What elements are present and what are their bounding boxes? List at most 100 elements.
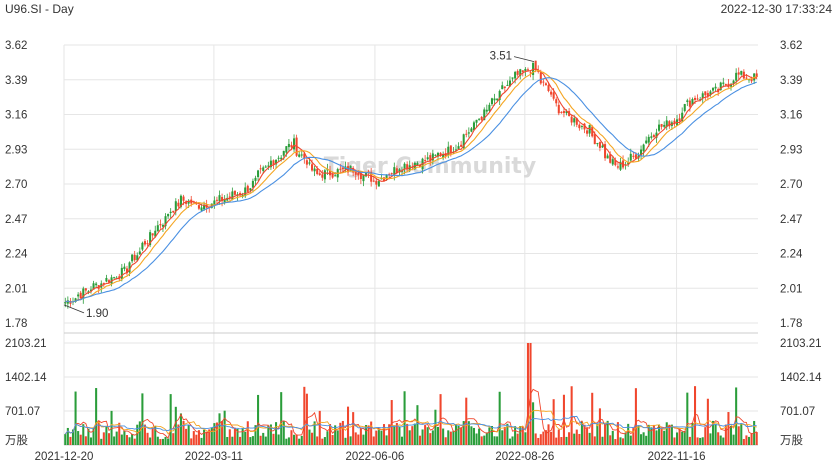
candle-body [277,157,280,159]
candle-body [442,154,445,159]
volume-bar [64,434,67,445]
volume-bar [442,428,445,445]
candle-body [92,283,95,290]
candle-body [555,99,558,104]
volume-tick-right: 701.07 [780,406,815,418]
candle-body [539,72,542,84]
volume-bar [598,408,601,445]
volume-tick-left: 1402.14 [5,372,47,384]
price-ma10-line [65,69,757,303]
candle-body [303,153,306,159]
volume-bar [478,428,481,445]
volume-bar [609,435,612,445]
candle-body [341,167,344,170]
candle-body [519,69,522,76]
candle-body [701,93,704,99]
high-label: 3.51 [490,51,512,63]
volume-bar [411,426,414,445]
price-tick-left: 2.01 [5,283,27,295]
candle-body [521,70,524,73]
volume-bar [542,431,545,445]
volume-bar [426,427,429,445]
volume-bar [640,434,643,445]
volume-bar [583,424,586,445]
volume-bar [431,430,434,445]
candle-body [460,144,463,147]
high-pointer [513,56,535,63]
candle-body [634,154,637,159]
candle-body [82,288,85,299]
volume-bar [611,430,614,445]
candle-body [447,146,450,155]
volume-bar [295,434,298,445]
volume-bar [275,422,278,445]
volume-bar [287,437,290,445]
volume-bar [280,392,283,445]
candle-body [167,213,170,217]
volume-bar [344,437,347,445]
candle-body [190,199,193,204]
candle-body [606,155,609,159]
price-tick-left: 2.47 [5,214,27,226]
volume-bar [89,437,93,445]
volume-bar [488,427,491,445]
candle-body [534,60,537,71]
candle-body [740,70,743,75]
candle-body [66,300,69,304]
candle-body [691,99,694,106]
volume-bar [465,397,468,445]
candle-body [323,170,326,180]
candle-body [580,125,583,127]
volume-bar [398,426,401,445]
candle-body [573,118,576,123]
candle-body [439,152,442,156]
price-ma20-line [65,77,757,303]
candle-body [231,191,234,200]
candle-body [228,196,231,198]
volume-bar [154,425,157,445]
volume-bar [213,423,216,445]
volume-bar [277,434,280,445]
candle-body [272,160,275,165]
volume-bar [722,437,725,445]
volume-bar [149,437,152,445]
volume-bar [503,426,506,445]
candle-body [154,230,157,237]
volume-bar [141,393,144,445]
candle-body [663,124,666,127]
volume-bar [706,398,709,445]
volume-bar [460,427,463,445]
volume-bar [331,435,334,445]
volume-bar [444,437,447,445]
candle-body [182,196,185,201]
candle-body [84,288,87,291]
candle-body [524,68,527,72]
candle-body [668,121,671,127]
volume-bar [156,436,159,445]
volume-bars [64,343,758,445]
price-tick-left: 2.93 [5,144,27,156]
volume-bar [660,427,663,445]
volume-bar [326,431,329,445]
candle-body [735,72,738,81]
candle-body [508,80,511,87]
volume-bar [321,438,324,445]
volume-bar [223,410,226,445]
candle-body [87,291,90,293]
volume-bar [95,388,98,445]
candle-body [89,289,93,291]
volume-bar [429,433,432,445]
candle-body [385,174,388,180]
volume-bar [267,425,270,445]
volume-bar [400,436,404,445]
volume-bar [174,406,177,445]
volume-bar [97,420,100,445]
volume-bar [375,430,378,445]
candle-body [550,91,553,95]
candle-body [475,119,478,123]
candle-body [586,130,589,134]
candle-body [218,195,221,202]
volume-bar [346,406,350,445]
volume-bar [539,434,542,445]
volume-bar [408,430,411,445]
